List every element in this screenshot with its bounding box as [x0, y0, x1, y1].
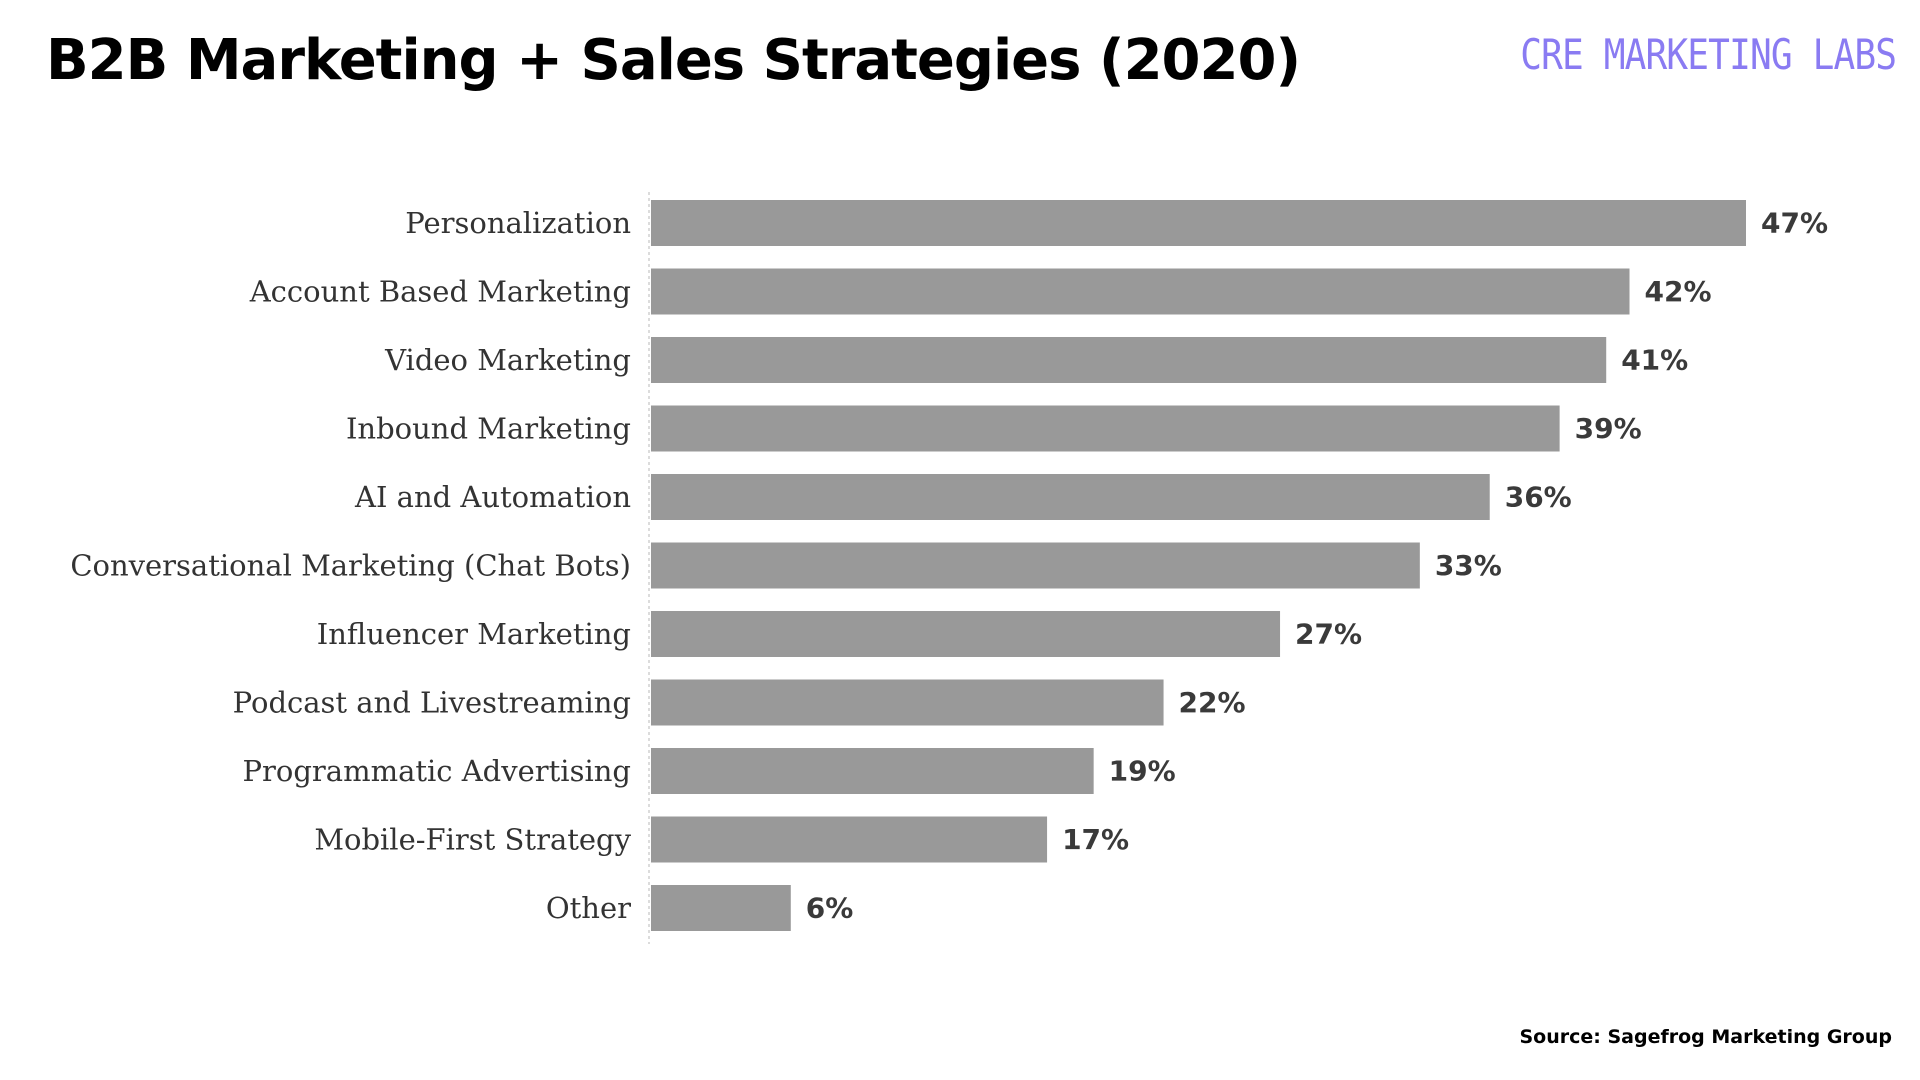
category-label: Influencer Marketing [317, 617, 631, 651]
bar [651, 542, 1420, 589]
bar [651, 268, 1630, 315]
category-label: Video Marketing [384, 343, 631, 377]
value-label: 17% [1062, 823, 1129, 856]
category-label: Account Based Marketing [249, 275, 631, 309]
category-label: Personalization [405, 206, 631, 240]
value-label: 47% [1761, 207, 1828, 240]
category-label: Mobile-First Strategy [314, 823, 631, 857]
chart-title: B2B Marketing + Sales Strategies (2020) [46, 28, 1301, 93]
source-note: Source: Sagefrog Marketing Group [1519, 1026, 1893, 1048]
value-label: 41% [1621, 344, 1688, 377]
value-label: 39% [1575, 412, 1642, 445]
value-label: 27% [1295, 618, 1362, 651]
category-label: Inbound Marketing [346, 412, 631, 446]
value-label: 36% [1505, 481, 1572, 514]
category-label: Other [546, 891, 631, 925]
bar [651, 816, 1048, 863]
value-label: 33% [1435, 549, 1502, 582]
category-label: AI and Automation [354, 480, 631, 514]
bar [651, 885, 791, 931]
value-label: 19% [1109, 755, 1176, 788]
value-label: 6% [806, 892, 854, 925]
category-label: Programmatic Advertising [243, 754, 631, 788]
bar [651, 474, 1490, 520]
bar [651, 337, 1607, 383]
bar [651, 611, 1281, 657]
category-label: Conversational Marketing (Chat Bots) [70, 549, 631, 583]
brand-logo: CRE MARKETING LABS [1520, 30, 1897, 79]
value-label: 42% [1645, 275, 1712, 308]
bar [651, 405, 1560, 452]
category-label: Podcast and Livestreaming [233, 686, 631, 720]
value-label: 22% [1179, 686, 1246, 719]
bar [651, 679, 1164, 726]
bar [651, 200, 1746, 246]
bar [651, 748, 1094, 794]
